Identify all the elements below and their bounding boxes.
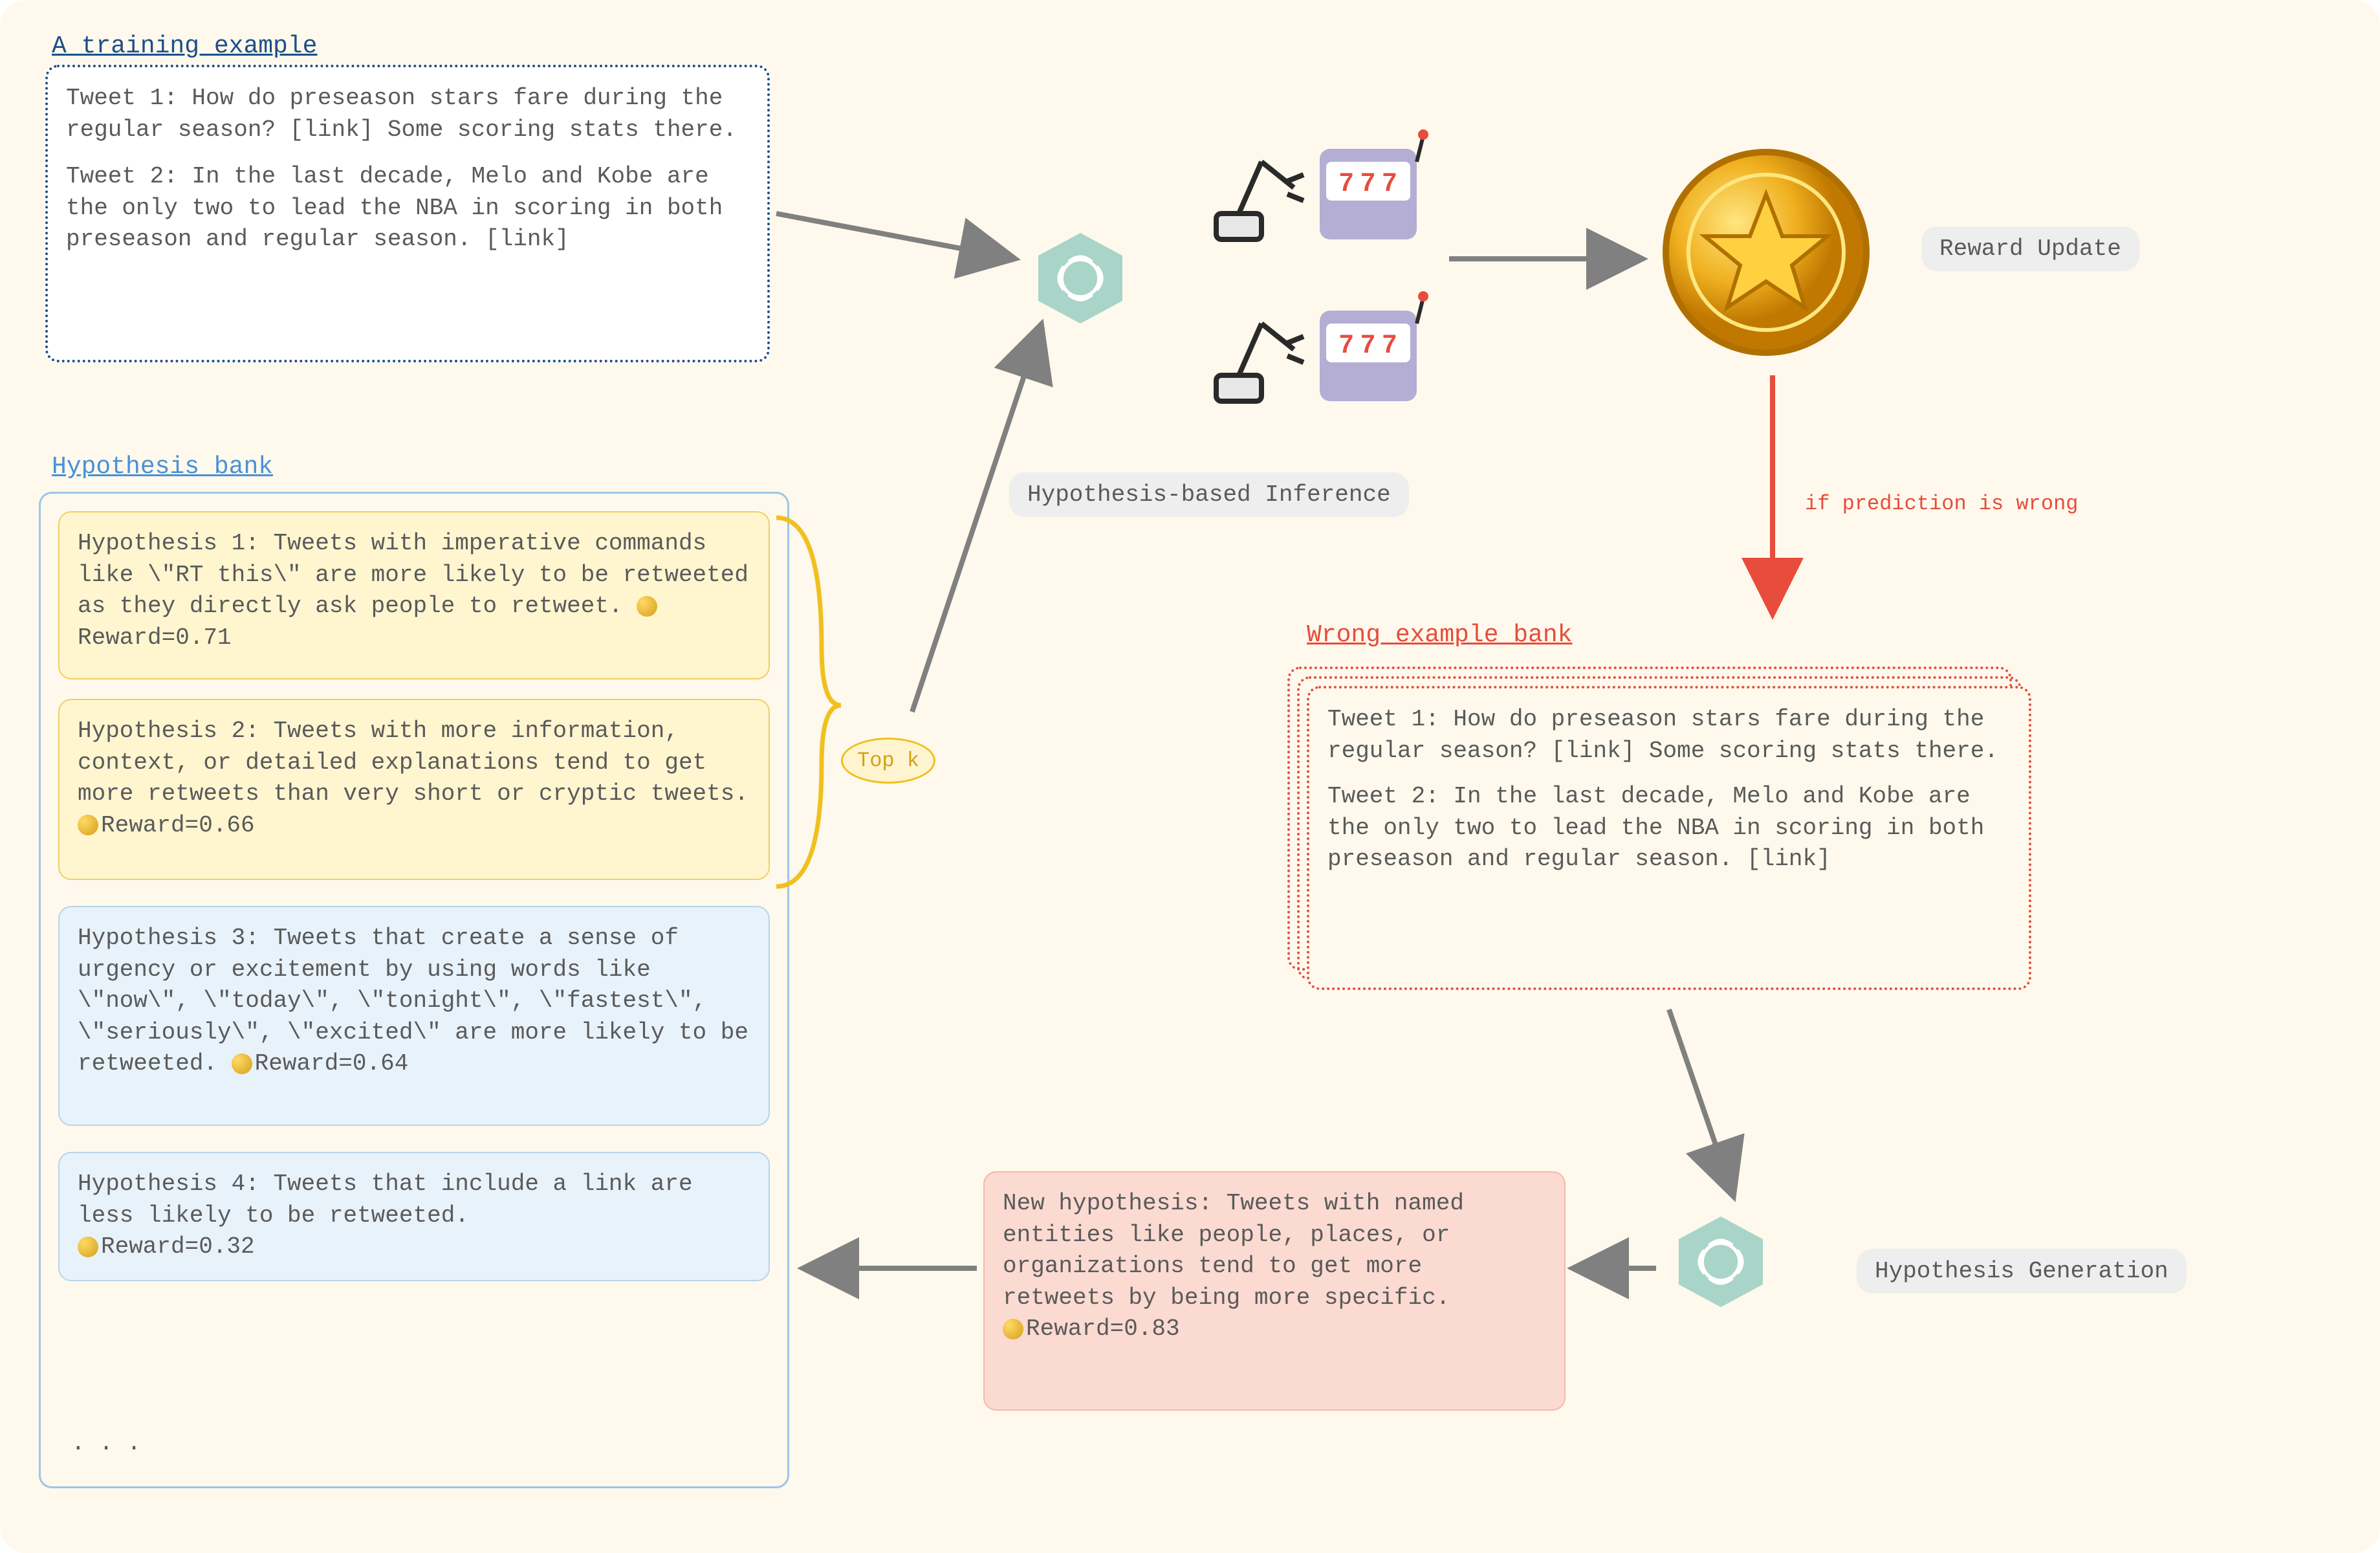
hyp3-text: Hypothesis 3: Tweets that create a sense… bbox=[78, 925, 748, 1077]
hypothesis-ellipsis: . . . bbox=[71, 1430, 141, 1457]
reward-coin-icon bbox=[1656, 142, 1876, 362]
hypothesis-1: Hypothesis 1: Tweets with imperative com… bbox=[58, 511, 770, 679]
new-hyp-text: New hypothesis: Tweets with named entiti… bbox=[1003, 1190, 1464, 1311]
coin-icon bbox=[78, 815, 98, 835]
coin-icon bbox=[1003, 1319, 1023, 1339]
slot-machine-icon-2: 7 7 7 bbox=[1210, 285, 1430, 427]
hyp2-reward: Reward=0.66 bbox=[101, 812, 255, 839]
svg-text:7 7 7: 7 7 7 bbox=[1339, 330, 1397, 358]
new-hypothesis-box: New hypothesis: Tweets with named entiti… bbox=[983, 1171, 1566, 1411]
reward-label: Reward Update bbox=[1921, 226, 2139, 271]
hypothesis-bank-title: Hypothesis bank bbox=[52, 453, 273, 481]
wrong-edge-label: if prediction is wrong bbox=[1805, 492, 2078, 516]
coin-icon bbox=[78, 1237, 98, 1257]
wrong-tweet1: Tweet 1: How do preseason stars fare dur… bbox=[1327, 704, 2011, 767]
hyp3-reward: Reward=0.64 bbox=[255, 1050, 409, 1077]
inference-label: Hypothesis-based Inference bbox=[1009, 472, 1409, 517]
gpt-icon-generation bbox=[1669, 1210, 1773, 1314]
slot-machine-icon-1: 7 7 7 bbox=[1210, 123, 1430, 265]
training-example-title: A training example bbox=[52, 32, 317, 60]
training-example-box: Tweet 1: How do preseason stars fare dur… bbox=[45, 65, 770, 362]
hypgen-label: Hypothesis Generation bbox=[1857, 1249, 2187, 1294]
svg-text:7 7 7: 7 7 7 bbox=[1339, 168, 1397, 197]
hypothesis-4: Hypothesis 4: Tweets that include a link… bbox=[58, 1152, 770, 1281]
wrong-bank-title: Wrong example bank bbox=[1307, 621, 1572, 649]
training-tweet2: Tweet 2: In the last decade, Melo and Ko… bbox=[66, 161, 749, 256]
hyp4-reward: Reward=0.32 bbox=[101, 1233, 255, 1260]
hypothesis-2: Hypothesis 2: Tweets with more informati… bbox=[58, 699, 770, 880]
hyp4-text: Hypothesis 4: Tweets that include a link… bbox=[78, 1171, 693, 1229]
diagram-canvas: A training example Tweet 1: How do prese… bbox=[0, 0, 2380, 1553]
training-tweet1: Tweet 1: How do preseason stars fare dur… bbox=[66, 83, 749, 146]
new-hyp-reward: Reward=0.83 bbox=[1026, 1316, 1180, 1342]
hyp1-reward: Reward=0.71 bbox=[78, 624, 232, 651]
wrong-tweet2: Tweet 2: In the last decade, Melo and Ko… bbox=[1327, 781, 2011, 876]
hyp2-text: Hypothesis 2: Tweets with more informati… bbox=[78, 718, 748, 807]
gpt-icon-inference bbox=[1029, 226, 1132, 330]
wrong-layer-3: Tweet 1: How do preseason stars fare dur… bbox=[1307, 686, 2031, 990]
hypothesis-3: Hypothesis 3: Tweets that create a sense… bbox=[58, 906, 770, 1126]
topk-label: Top k bbox=[841, 738, 935, 784]
coin-icon bbox=[637, 596, 657, 617]
coin-icon bbox=[232, 1053, 252, 1074]
